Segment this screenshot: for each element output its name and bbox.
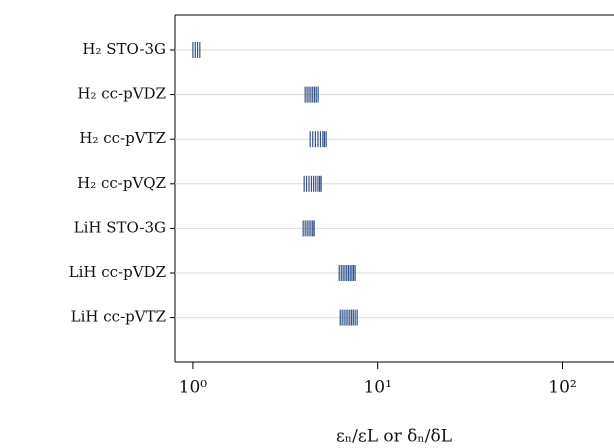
y-tick-label: LiH STO-3G xyxy=(74,218,166,236)
y-tick-label: LiH cc-pVDZ xyxy=(69,263,166,281)
y-tick-label: LiH cc-pVTZ xyxy=(71,308,166,326)
x-tick-label: 10⁰ xyxy=(179,378,208,398)
y-tick-label: H₂ STO-3G xyxy=(82,40,166,58)
x-tick-label: 10² xyxy=(548,378,576,398)
y-tick-label: H₂ cc-pVTZ xyxy=(79,129,166,147)
x-axis-label: εₙ/εL or δₙ/δL xyxy=(336,427,452,447)
y-tick-label: H₂ cc-pVDZ xyxy=(77,85,166,103)
x-tick-label: 10¹ xyxy=(363,378,391,398)
y-tick-label: H₂ cc-pVQZ xyxy=(77,174,166,192)
